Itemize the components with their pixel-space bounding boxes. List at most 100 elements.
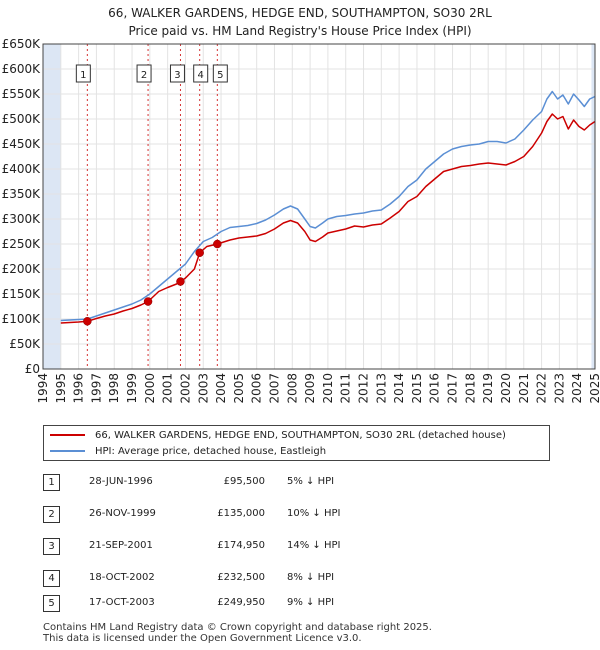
x-tick-label: 1999 (125, 373, 139, 404)
transaction-row: 2 26-NOV-1999 £135,000 10% ↓ HPI (43, 506, 463, 523)
sale-points (83, 239, 222, 326)
x-tick-label: 2018 (463, 373, 477, 404)
y-tick-label: £650K (2, 37, 42, 51)
transaction-date: 18-OCT-2002 (89, 572, 155, 583)
y-tick-label: £250K (2, 237, 42, 251)
y-tick-label: £600K (2, 62, 42, 76)
y-tick-label: £400K (2, 162, 42, 176)
transaction-hpi-diff: 14% ↓ HPI (287, 540, 341, 551)
x-tick-label: 2000 (143, 373, 157, 404)
footer: Contains HM Land Registry data © Crown c… (43, 622, 432, 644)
x-tick-label: 2011 (339, 373, 353, 404)
x-tick-label: 2024 (570, 373, 584, 404)
x-tick-label: 2009 (303, 373, 317, 404)
legend-swatch-hpi (50, 450, 85, 452)
grid-lines (42, 43, 596, 370)
transaction-price: £174,950 (217, 540, 265, 551)
y-tick-label: £0 (25, 362, 40, 376)
x-tick-label: 2016 (428, 373, 442, 404)
transaction-row: 4 18-OCT-2002 £232,500 8% ↓ HPI (43, 570, 463, 587)
sale-label-text: 3 (174, 70, 180, 81)
y-tick-label: £150K (2, 287, 42, 301)
y-axis-tick-labels: £0 £50K £100K £150K £200K £250K £300K £350K £400… (2, 37, 42, 376)
x-tick-label: 1996 (72, 373, 86, 404)
shaded-range (43, 44, 61, 369)
y-tick-label: £350K (2, 187, 42, 201)
sale-marker-lines (86, 44, 218, 369)
x-tick-label: 2022 (535, 373, 549, 404)
x-tick-label: 2006 (250, 373, 264, 404)
x-tick-label: 2014 (392, 373, 406, 404)
chart-title: 66, WALKER GARDENS, HEDGE END, SOUTHAMPT… (108, 6, 492, 20)
transaction-hpi-diff: 10% ↓ HPI (287, 508, 341, 519)
transaction-date: 21-SEP-2001 (89, 540, 153, 551)
x-tick-label: 2005 (232, 373, 246, 404)
transaction-number: 4 (43, 570, 60, 587)
transaction-price: £95,500 (223, 476, 265, 487)
x-tick-label: 2007 (267, 373, 281, 404)
x-tick-label: 2012 (357, 373, 371, 404)
footer-copyright: Contains HM Land Registry data © Crown c… (43, 622, 432, 633)
sale-label-box (193, 64, 209, 83)
x-tick-label: 1995 (54, 373, 68, 404)
y-tick-label: £50K (9, 337, 41, 351)
transaction-price: £232,500 (217, 572, 265, 583)
x-tick-label: 2017 (446, 373, 460, 404)
x-tick-label: 2001 (161, 373, 175, 404)
x-tick-label: 2004 (214, 373, 228, 404)
y-tick-label: £550K (2, 87, 42, 101)
sale-point (195, 248, 204, 257)
x-tick-label: 2021 (517, 373, 531, 404)
x-tick-label: 2003 (196, 373, 210, 404)
transaction-date: 17-OCT-2003 (89, 597, 155, 608)
shaded-range (591, 44, 595, 369)
sale-labels: 1 2 3 4 5 (75, 64, 228, 83)
transaction-date: 26-NOV-1999 (89, 508, 156, 519)
y-tick-label: £300K (2, 212, 42, 226)
transaction-hpi-diff: 8% ↓ HPI (287, 572, 335, 583)
series-lines (60, 90, 596, 324)
transaction-row: 3 21-SEP-2001 £174,950 14% ↓ HPI (43, 538, 463, 555)
transaction-row: 5 17-OCT-2003 £249,950 9% ↓ HPI (43, 595, 463, 612)
x-tick-label: 2020 (499, 373, 513, 404)
legend-swatch-property (50, 434, 85, 436)
x-tick-label: 1994 (36, 373, 50, 404)
sale-label-text: 4 (198, 70, 204, 81)
y-tick-label: £500K (2, 112, 42, 126)
sale-label-box (169, 64, 185, 83)
sale-label-text: 1 (80, 70, 86, 81)
transaction-row: 1 28-JUN-1996 £95,500 5% ↓ HPI (43, 474, 463, 491)
sale-label-text: 2 (141, 70, 147, 81)
series-line-hpi (60, 90, 596, 322)
transaction-number: 3 (43, 538, 60, 555)
sale-label-text: 5 (217, 70, 223, 81)
x-tick-label: 2019 (481, 373, 495, 404)
transaction-price: £135,000 (217, 508, 265, 519)
x-tick-label: 1997 (89, 373, 103, 404)
x-tick-label: 2002 (178, 373, 192, 404)
legend-label-hpi: HPI: Average price, detached house, East… (95, 446, 327, 457)
transaction-number: 5 (43, 595, 60, 612)
x-tick-label: 2023 (552, 373, 566, 404)
sale-label-box (136, 64, 152, 83)
transaction-number: 2 (43, 506, 60, 523)
sale-label-box (75, 64, 91, 83)
chart-title-block: 66, WALKER GARDENS, HEDGE END, SOUTHAMPT… (0, 4, 600, 40)
series-line-property (60, 113, 596, 324)
x-tick-label: 2010 (321, 373, 335, 404)
transaction-price: £249,950 (217, 597, 265, 608)
x-tick-label: 2015 (410, 373, 424, 404)
x-axis-tick-labels: 1994 1995 1996 1997 1998 1999 2000 2001 2002 2003… (36, 373, 600, 404)
x-tick-label: 2013 (374, 373, 388, 404)
legend-entry-hpi: HPI: Average price, detached house, East… (50, 444, 326, 460)
x-tick-label: 1998 (107, 373, 121, 404)
transaction-hpi-diff: 9% ↓ HPI (287, 597, 335, 608)
sale-point (143, 297, 153, 306)
transaction-date: 28-JUN-1996 (89, 476, 153, 487)
plot-frame (42, 43, 596, 370)
legend-entry-property: 66, WALKER GARDENS, HEDGE END, SOUTHAMPT… (50, 428, 506, 444)
legend: 66, WALKER GARDENS, HEDGE END, SOUTHAMPT… (43, 425, 550, 461)
footer-licence: This data is licensed under the Open Gov… (43, 633, 362, 644)
chart-subtitle: Price paid vs. HM Land Registry's House … (128, 24, 472, 38)
transaction-number: 1 (43, 474, 60, 491)
